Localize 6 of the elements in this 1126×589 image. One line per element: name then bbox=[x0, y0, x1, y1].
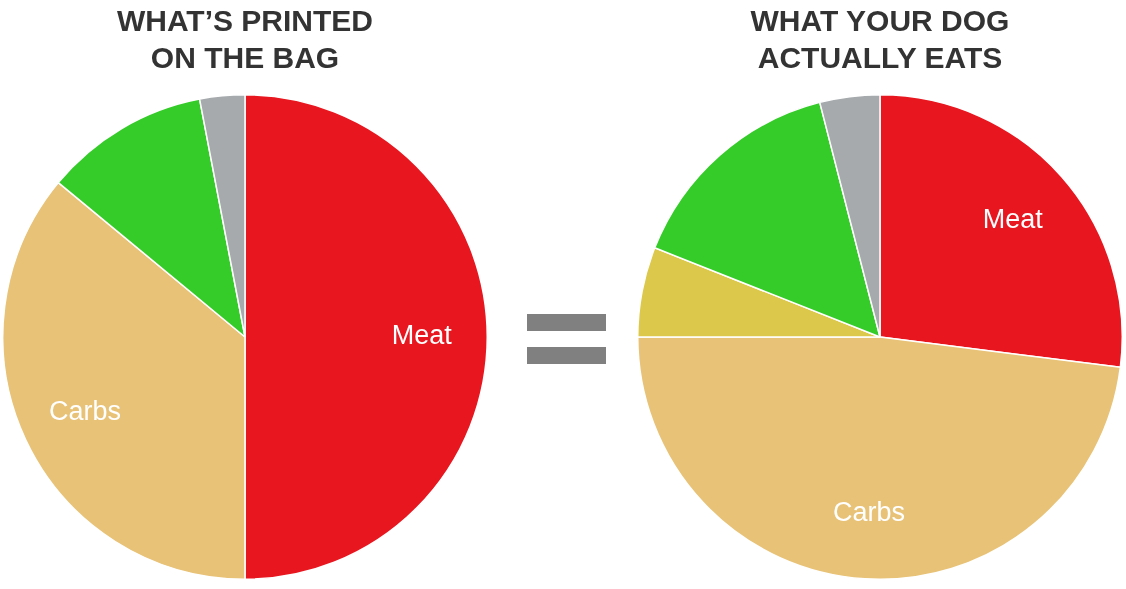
slice-label: Carbs bbox=[48, 395, 121, 426]
slice-label: Carbs bbox=[832, 496, 905, 527]
slice-label: Meat bbox=[391, 320, 453, 351]
chart-title: WHAT YOUR DOG ACTUALLY EATS bbox=[749, 3, 1011, 76]
chart-title: WHAT’S PRINTED ON THE BAG bbox=[115, 3, 375, 76]
slice-label: Meat bbox=[982, 203, 1044, 234]
